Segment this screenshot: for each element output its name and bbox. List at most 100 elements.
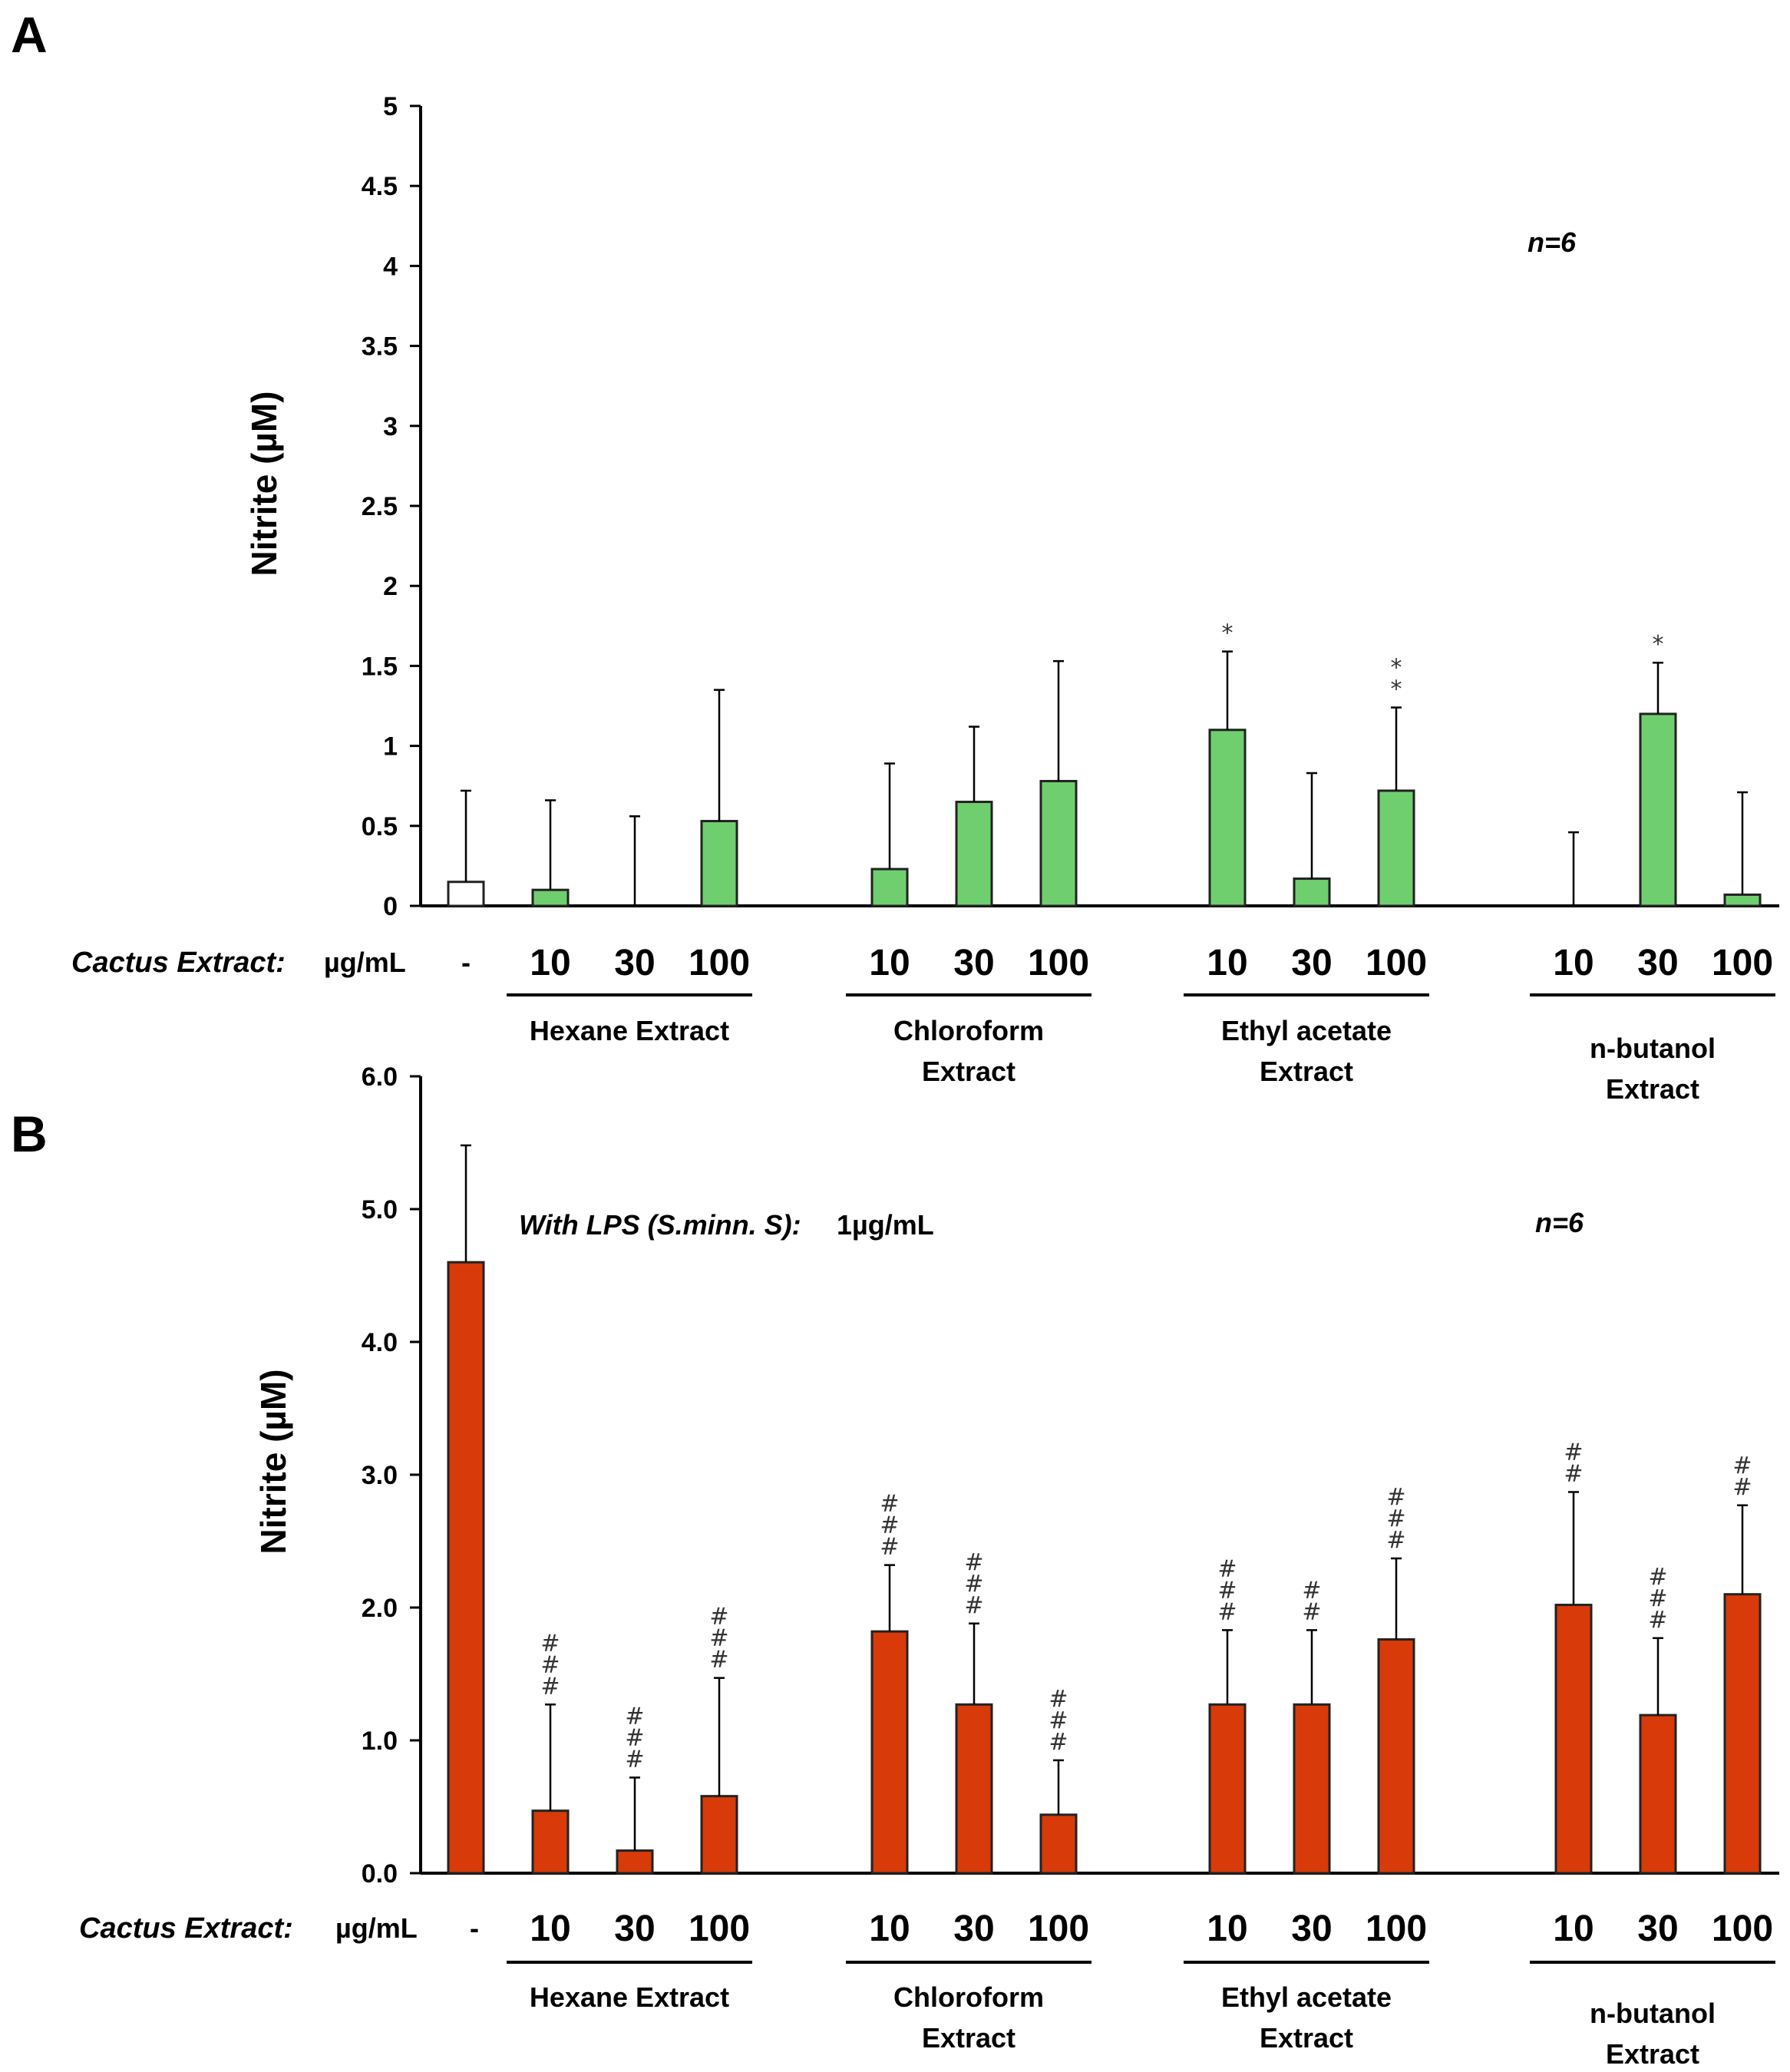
panel-b-dose-label: 100	[1366, 1908, 1427, 1949]
panel-a-dose-label: 10	[530, 943, 570, 983]
panel-b-control-label: -	[470, 1912, 479, 1944]
panel-b-significance-mark: #	[964, 1571, 983, 1598]
panel-b-lps-label: With LPS (S.minn. S):	[519, 1209, 801, 1241]
panel-b-dose-label: 100	[1028, 1908, 1089, 1949]
panel-b-dose-label: 100	[689, 1908, 750, 1949]
panel-a-bar	[1208, 729, 1247, 907]
panel-b-dose-label: 100	[1712, 1908, 1773, 1949]
panel-a-bar	[1039, 779, 1078, 907]
panel-b-y-tick-label: 1.0	[362, 1727, 398, 1756]
panel-b-dose-label: 30	[953, 1908, 994, 1949]
panel-b-group-label: Extract	[1606, 2038, 1699, 2070]
panel-b-row-label: Cactus Extract:	[79, 1912, 293, 1945]
panel-b-significance-mark: #	[964, 1592, 983, 1619]
panel-b-group-label: Extract	[1260, 2022, 1353, 2054]
panel-b-y-tick-label: 0.0	[362, 1859, 398, 1889]
panel-b-y-tick-label: 2.0	[362, 1594, 398, 1623]
panel-b-bar	[447, 1261, 485, 1875]
panel-a-dose-label: 10	[1553, 943, 1593, 983]
panel-a-dose-label: 100	[1028, 943, 1089, 983]
panel-b-y-axis-label: Nitrite (µM)	[253, 1369, 293, 1554]
panel-a-dose-label: 30	[1637, 943, 1678, 983]
panel-b-group-label: n-butanol	[1590, 1998, 1716, 2029]
panel-a-bar	[700, 820, 738, 907]
panel-a-bar	[1293, 877, 1331, 907]
panel-a-dose-label: 30	[614, 943, 655, 983]
panel-b-n-label: n=6	[1535, 1207, 1584, 1238]
panel-a-y-axis-label: Nitrite (µM)	[244, 391, 284, 576]
panel-b-bar	[870, 1630, 909, 1875]
panel-a-y-tick-label: 2.5	[362, 492, 398, 521]
panel-b-group-label: Hexane Extract	[530, 1981, 729, 2013]
panel-b-significance-mark: #	[1217, 1598, 1237, 1625]
panel-a-significance-mark: *	[1391, 655, 1402, 682]
panel-b-significance-mark: #	[709, 1647, 728, 1674]
panel-a-y-tick-label: 0.5	[362, 812, 398, 841]
panel-a-row-label: Cactus Extract:	[71, 947, 286, 979]
panel-b-significance-mark: #	[1648, 1564, 1667, 1591]
panel-a-group-label: Extract	[922, 1056, 1016, 1087]
panel-a-group-label: Extract	[1606, 1073, 1699, 1105]
panel-b-dose-label: 10	[1553, 1908, 1593, 1949]
panel-b-bar	[1723, 1593, 1762, 1875]
panel-a-y-tick-label: 3	[383, 412, 398, 441]
panel-b-significance-mark: #	[964, 1549, 983, 1576]
panel-b-significance-mark: #	[880, 1491, 899, 1518]
panel-b-significance-mark: #	[1049, 1729, 1068, 1756]
panel-a-control-label: -	[461, 947, 471, 978]
panel-b-bar	[1039, 1813, 1078, 1875]
panel-a-bar	[955, 801, 993, 907]
panel-a-bar	[1377, 789, 1415, 907]
panel-b-bar	[1639, 1713, 1677, 1875]
panel-b-significance-mark: #	[1564, 1439, 1583, 1466]
panel-b-significance-mark: #	[1386, 1527, 1405, 1554]
panel-a-letter: A	[11, 6, 48, 63]
panel-b-significance-mark: #	[1648, 1585, 1667, 1612]
panel-a-unit-label: µg/mL	[324, 947, 406, 978]
panel-a-y-tick-label: 0	[383, 892, 398, 921]
panel-b-significance-mark: #	[1386, 1484, 1405, 1511]
panel-a-significance-mark: *	[1222, 620, 1234, 647]
panel-a-group-label: Ethyl acetate	[1221, 1015, 1392, 1046]
panel-b-significance-mark: #	[540, 1673, 560, 1700]
panel-a-y-tick-label: 4.5	[362, 172, 398, 201]
panel-b-bar	[955, 1703, 993, 1875]
panel-a-group-label: Chloroform	[893, 1015, 1044, 1046]
panel-b-significance-mark: #	[880, 1534, 899, 1561]
panel-b-significance-mark: #	[709, 1604, 728, 1631]
panel-b-significance-mark: #	[880, 1512, 899, 1539]
panel-a-bar	[870, 867, 909, 907]
panel-a-group-label: n-butanol	[1590, 1033, 1716, 1064]
panel-b-significance-mark: #	[709, 1625, 728, 1652]
panel-b-group-label: Ethyl acetate	[1221, 1981, 1392, 2013]
panel-b-dose-label: 10	[1207, 1908, 1247, 1949]
panel-a-y-tick-label: 2	[383, 572, 398, 601]
panel-b-significance-mark: #	[540, 1630, 560, 1657]
panel-b-dose-label: 30	[1637, 1908, 1678, 1949]
panel-a-n-label: n=6	[1527, 226, 1577, 258]
panel-b-bar	[531, 1809, 570, 1875]
panel-b-significance-mark: #	[1732, 1452, 1752, 1479]
panel-b-significance-mark: #	[1302, 1577, 1321, 1604]
panel-a-y-tick-label: 1	[383, 732, 398, 762]
panel-b-bar	[1293, 1703, 1331, 1875]
panel-b-group-label: Extract	[922, 2022, 1016, 2054]
panel-b-significance-mark: #	[625, 1746, 644, 1773]
panel-a-dose-label: 100	[689, 943, 750, 983]
panel-a-y-tick-label: 5	[383, 92, 398, 121]
panel-a-y-tick-label: 1.5	[362, 652, 398, 681]
panel-b-y-tick-label: 4.0	[362, 1328, 398, 1357]
panel-a-bar	[531, 888, 570, 907]
panel-a-dose-label: 30	[1291, 943, 1332, 983]
panel-b-significance-mark: #	[625, 1703, 644, 1730]
panel-b-y-tick-label: 6.0	[362, 1062, 398, 1092]
panel-b-bar	[1554, 1604, 1593, 1875]
panel-b-significance-mark: #	[1386, 1505, 1405, 1532]
panel-b-significance-mark: #	[1564, 1460, 1583, 1487]
panel-b-bar	[700, 1795, 738, 1875]
panel-a-dose-label: 100	[1712, 943, 1773, 983]
panel-b-group-label: Chloroform	[893, 1981, 1044, 2013]
panel-a-dose-label: 30	[953, 943, 994, 983]
